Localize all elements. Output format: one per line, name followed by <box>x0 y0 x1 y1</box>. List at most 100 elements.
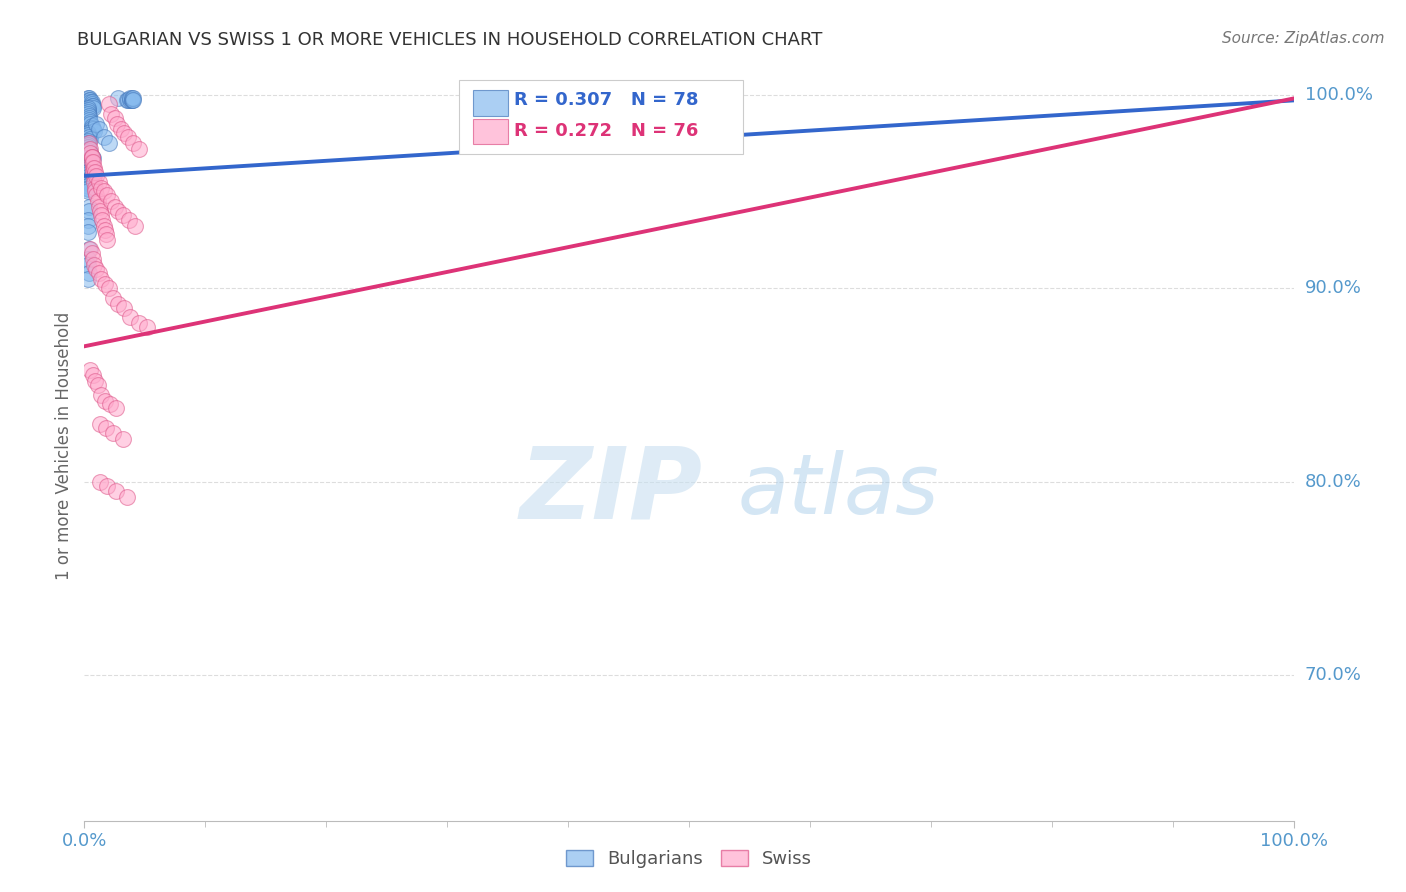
Point <box>80 120 103 135</box>
Point <box>79 243 101 257</box>
Point <box>104 200 127 214</box>
Point <box>121 94 143 108</box>
Point <box>97 136 120 150</box>
FancyBboxPatch shape <box>460 80 744 153</box>
Point <box>121 94 143 108</box>
Point <box>79 145 101 160</box>
Point <box>82 252 104 267</box>
Point <box>77 213 100 227</box>
Point <box>77 153 100 168</box>
Point <box>79 142 101 156</box>
Point <box>77 126 100 140</box>
FancyBboxPatch shape <box>472 119 508 144</box>
Point <box>86 188 108 202</box>
Point <box>77 103 100 117</box>
Point <box>89 475 111 489</box>
Point <box>77 185 100 199</box>
Point <box>77 175 100 189</box>
Point <box>79 117 101 131</box>
Point <box>120 310 142 325</box>
Point <box>94 223 117 237</box>
Point <box>94 393 117 408</box>
Text: BULGARIAN VS SWISS 1 OR MORE VEHICLES IN HOUSEHOLD CORRELATION CHART: BULGARIAN VS SWISS 1 OR MORE VEHICLES IN… <box>77 31 823 49</box>
Point <box>89 203 111 218</box>
Point <box>96 188 118 202</box>
Text: 80.0%: 80.0% <box>1305 473 1361 491</box>
Point <box>79 177 101 191</box>
Point <box>107 203 129 218</box>
Point <box>77 155 100 169</box>
Point <box>77 161 100 176</box>
Point <box>77 130 100 145</box>
Point <box>79 132 101 146</box>
Point <box>87 122 110 136</box>
Point <box>112 208 135 222</box>
Point <box>77 101 100 115</box>
Point <box>77 91 100 105</box>
Point <box>121 94 143 108</box>
Point <box>103 291 125 305</box>
Point <box>96 478 118 492</box>
Point <box>77 107 100 121</box>
Point <box>120 94 142 108</box>
Point <box>77 136 100 150</box>
Point <box>80 95 103 110</box>
Point <box>77 203 100 218</box>
Text: R = 0.272   N = 76: R = 0.272 N = 76 <box>513 122 697 140</box>
Point <box>77 266 100 280</box>
Point <box>80 155 103 169</box>
Point <box>83 258 105 272</box>
Point <box>77 91 100 105</box>
Point <box>136 320 159 334</box>
Point <box>100 107 122 121</box>
Point <box>86 117 108 131</box>
Point <box>112 126 135 140</box>
Point <box>107 91 129 105</box>
Point <box>77 157 100 171</box>
Point <box>97 97 120 112</box>
FancyBboxPatch shape <box>472 90 508 116</box>
Point <box>121 91 143 105</box>
Point <box>77 142 100 156</box>
Point <box>82 152 104 166</box>
Legend: Bulgarians, Swiss: Bulgarians, Swiss <box>558 843 820 875</box>
Y-axis label: 1 or more Vehicles in Household: 1 or more Vehicles in Household <box>55 312 73 580</box>
Point <box>77 182 100 196</box>
Point <box>94 227 117 241</box>
Point <box>115 94 138 108</box>
Point <box>117 94 139 108</box>
Point <box>97 281 120 295</box>
Point <box>77 178 100 193</box>
Point <box>121 136 143 150</box>
Point <box>77 252 100 267</box>
Point <box>77 243 100 257</box>
Point <box>77 134 100 148</box>
Point <box>84 185 107 199</box>
Point <box>86 378 108 392</box>
Point <box>80 150 103 164</box>
Point <box>128 316 150 330</box>
Point <box>77 173 100 187</box>
Point <box>77 200 100 214</box>
Point <box>90 271 112 285</box>
Point <box>91 213 114 227</box>
Point <box>94 420 117 434</box>
Point <box>87 266 110 280</box>
Point <box>87 200 110 214</box>
Point <box>120 91 142 105</box>
Point <box>87 175 110 189</box>
Point <box>83 124 105 138</box>
Point <box>77 109 100 123</box>
Point <box>77 271 100 285</box>
Point <box>118 213 141 227</box>
Point <box>107 296 129 310</box>
Point <box>82 99 104 113</box>
Point <box>79 163 101 178</box>
Point <box>104 111 127 125</box>
Point <box>77 144 100 158</box>
Point <box>89 417 111 431</box>
Point <box>80 150 103 164</box>
Text: ZIP: ZIP <box>520 442 703 540</box>
Point <box>79 170 101 185</box>
Point <box>112 301 135 315</box>
